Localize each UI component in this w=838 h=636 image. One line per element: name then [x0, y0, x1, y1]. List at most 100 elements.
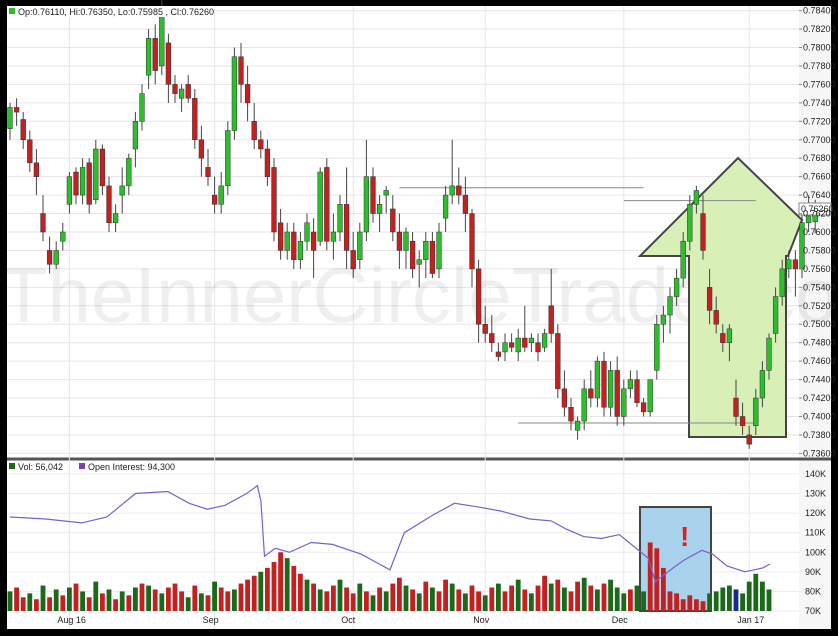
candle-body — [99, 148, 106, 187]
volume-bar — [47, 597, 52, 611]
candle — [667, 287, 673, 334]
candle — [489, 315, 495, 352]
volume-bar — [535, 585, 541, 611]
date-tick-label: Jan 17 — [737, 615, 764, 625]
candle — [403, 227, 409, 269]
price-tick-label: 0.78200 — [803, 24, 836, 34]
volume-bar — [515, 579, 521, 611]
volume-bar — [278, 552, 283, 611]
volume-bar — [139, 583, 145, 611]
candle — [73, 167, 79, 205]
candle-body — [409, 240, 416, 270]
price-tick-label: 0.75200 — [803, 301, 836, 311]
candle-body — [423, 240, 429, 260]
volume-bar — [436, 591, 442, 611]
volume-bar — [443, 579, 448, 611]
price-tick-label: 0.76000 — [803, 227, 836, 237]
candle-body — [759, 370, 766, 399]
candle — [271, 158, 277, 242]
last-price-tag — [798, 202, 832, 216]
volume-bar — [60, 595, 66, 611]
candle-body — [172, 84, 178, 94]
price-tick-label: 0.75000 — [803, 319, 836, 329]
candle-body — [541, 333, 548, 348]
candle-body — [594, 360, 601, 399]
candle — [680, 232, 686, 288]
volume-bar — [126, 595, 132, 611]
oi-swatch — [79, 463, 85, 469]
candle — [548, 268, 554, 343]
volume-bar — [20, 597, 26, 611]
candle — [535, 333, 541, 362]
candle — [139, 84, 145, 131]
volume-bar — [410, 589, 415, 611]
candle-body — [706, 287, 713, 311]
candle — [607, 361, 614, 417]
candle-body — [330, 231, 337, 242]
candle-body — [436, 231, 442, 270]
volume-bar — [344, 587, 349, 611]
candle — [528, 333, 535, 352]
volume-bar — [588, 585, 594, 611]
volume-bar — [377, 587, 382, 611]
volume-bar — [324, 591, 330, 611]
candle-body — [310, 231, 317, 251]
candle-body — [66, 176, 73, 205]
candle — [86, 158, 92, 214]
candle — [99, 144, 106, 196]
volume-bar — [34, 599, 39, 611]
candle-body — [403, 231, 409, 251]
volume-bar — [489, 587, 495, 611]
candle-body — [304, 222, 310, 242]
candle — [621, 379, 627, 426]
volume-bar — [284, 558, 290, 611]
candle-body — [456, 185, 462, 196]
candle — [40, 195, 46, 242]
candle-body — [601, 360, 607, 408]
price-tick-labels: 0.78400 0.78200 0.78000 0.77800 0.77600 0.774… — [799, 6, 836, 458]
price-tick-label: 0.78000 — [803, 43, 836, 53]
candle — [218, 172, 224, 214]
volume-bar — [357, 583, 363, 611]
candle — [46, 236, 53, 274]
candle — [508, 333, 515, 352]
candle-body — [251, 121, 257, 141]
price-tick-label: 0.74000 — [803, 411, 836, 421]
candle-body — [178, 88, 185, 99]
volume-tick-label: 80K — [805, 586, 821, 596]
volume-bar — [502, 591, 508, 611]
candle-body — [568, 407, 574, 422]
date-tick-label: Aug 16 — [57, 615, 86, 625]
volume-bar — [67, 587, 72, 611]
candle — [396, 213, 403, 269]
price-tick-label: 0.75400 — [803, 282, 836, 292]
volume-bar — [311, 583, 316, 611]
candle-body — [746, 434, 752, 445]
candle-body — [112, 213, 119, 224]
volume-bar — [713, 591, 719, 611]
candle-body — [264, 148, 271, 177]
candle-body — [317, 171, 323, 242]
candle-body — [482, 323, 488, 334]
candle-body — [297, 240, 304, 260]
candle — [317, 167, 323, 246]
candle — [310, 218, 317, 279]
volume-bar — [707, 593, 712, 611]
volume-bar — [271, 562, 277, 611]
candle — [297, 232, 304, 269]
candle — [739, 402, 746, 435]
candle — [390, 195, 396, 242]
volume-bar — [291, 565, 297, 611]
ohlc-readout: Op:0.76110, Hi:0.76350, Lo:0.75985 , Cl:… — [18, 7, 214, 17]
candle-body — [324, 167, 330, 242]
candle — [700, 195, 706, 260]
candle — [383, 185, 389, 214]
volume-bar — [760, 581, 765, 611]
volume-bar — [53, 589, 59, 611]
candle-body — [60, 231, 66, 242]
candle — [502, 333, 508, 362]
candle — [231, 47, 238, 140]
price-tick-label: 0.73600 — [803, 448, 836, 458]
candle — [522, 305, 528, 352]
